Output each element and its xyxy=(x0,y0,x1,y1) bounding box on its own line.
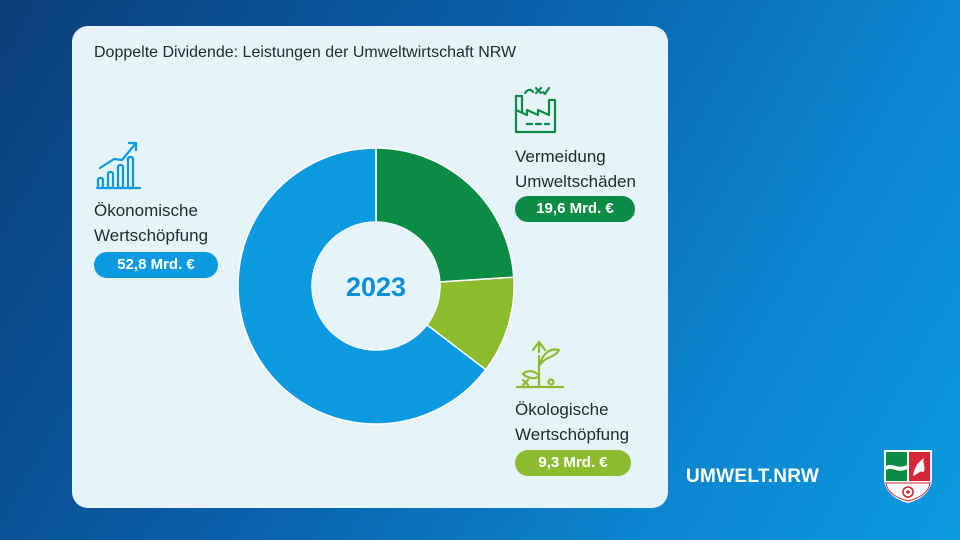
value-pill-oekonomische: 52,8 Mrd. € xyxy=(94,252,218,278)
label-oekologische-wertschoepfung: Ökologische Wertschöpfung xyxy=(515,397,629,447)
label-line1: Ökonomische xyxy=(94,201,198,220)
label-line1: Vermeidung xyxy=(515,147,606,166)
chart-title: Doppelte Dividende: Leistungen der Umwel… xyxy=(94,44,517,61)
plant-growth-icon xyxy=(515,340,565,389)
bar-chart-growth-icon xyxy=(96,141,142,190)
label-vermeidung-umweltschaeden: Vermeidung Umweltschäden xyxy=(515,144,636,194)
label-line2: Wertschöpfung xyxy=(515,425,630,444)
label-line2: Wertschöpfung xyxy=(94,226,209,245)
value-pill-oekologische: 9,3 Mrd. € xyxy=(515,450,631,476)
brand-wordmark: UMWELT.NRW xyxy=(686,466,820,487)
value-pill-vermeidung: 19,6 Mrd. € xyxy=(515,196,635,222)
donut-hole xyxy=(312,222,440,350)
center-year-label: 2023 xyxy=(346,272,406,302)
label-line2: Umweltschäden xyxy=(515,172,636,191)
label-oekonomische-wertschoepfung: Ökonomische Wertschöpfung xyxy=(94,198,208,248)
nrw-coat-of-arms-logo xyxy=(884,450,932,503)
factory-icon xyxy=(514,86,557,134)
label-line1: Ökologische xyxy=(515,400,609,419)
